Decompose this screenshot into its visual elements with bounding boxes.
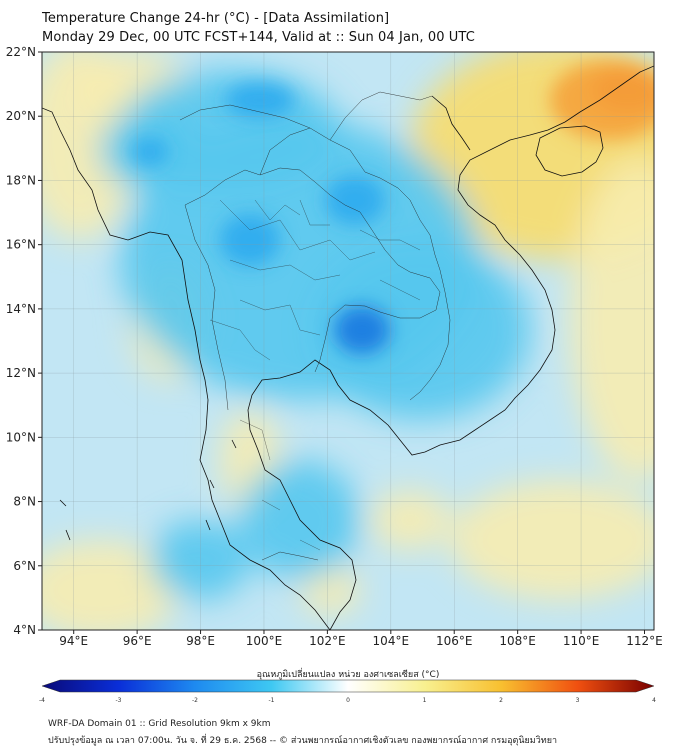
graticule xyxy=(42,52,654,630)
cool-core-thailand xyxy=(220,214,280,266)
cool-core-myanmar xyxy=(132,138,168,166)
lon-tick-label: 106°E xyxy=(436,634,473,648)
lon-tick-label: 110°E xyxy=(563,634,600,648)
border-thailand xyxy=(184,167,441,373)
lat-tick-label: 10°N xyxy=(6,430,36,444)
warm-core-orange xyxy=(550,60,654,140)
lat-tick-label: 18°N xyxy=(6,173,36,187)
lon-tick-label: 108°E xyxy=(499,634,536,648)
border-provinces xyxy=(209,199,421,551)
coastline-tonkin xyxy=(431,95,471,151)
cool-core-north xyxy=(225,82,295,118)
colorbar-tick-label: 3 xyxy=(576,697,580,704)
longitude-axis: 94°E 96°E 98°E 100°E 102°E 104°E 106°E 108°E 110… xyxy=(59,630,663,648)
border-cambodia-vietnam xyxy=(409,291,451,401)
border-laos xyxy=(259,127,446,293)
colorbar-tick-label: -4 xyxy=(39,697,45,704)
colorbar-tick-label: -3 xyxy=(116,697,122,704)
cool-core-laos xyxy=(325,175,385,225)
lon-tick-label: 104°E xyxy=(373,634,410,648)
chart-title: Temperature Change 24-hr (°C) - [Data As… xyxy=(42,11,390,26)
footer-model-info: WRF-DA Domain 01 :: Grid Resolution 9km … xyxy=(48,719,271,729)
colorbar-tick-label: 2 xyxy=(499,697,503,704)
lat-tick-label: 8°N xyxy=(13,495,36,509)
border-north xyxy=(179,91,433,141)
colorbar-gradient xyxy=(41,679,655,693)
colorbar-tick-label: -2 xyxy=(192,697,198,704)
cool-region-cambodia xyxy=(310,240,530,420)
lon-tick-label: 102°E xyxy=(309,634,346,648)
colorbar-ticks: -4 -3 -2 -1 0 1 2 3 4 xyxy=(39,697,656,704)
lat-tick-label: 16°N xyxy=(6,238,36,252)
warm-region-gulf xyxy=(370,490,450,550)
colorbar-tick-label: 1 xyxy=(423,697,427,704)
border-malaysia xyxy=(261,551,319,561)
coastline-islands xyxy=(59,439,237,541)
chart-subtitle: Monday 29 Dec, 00 UTC FCST+144, Valid at… xyxy=(42,30,475,45)
coastlines xyxy=(42,65,654,630)
cool-region-southwest xyxy=(150,520,250,600)
colorbar-tick-label: 0 xyxy=(346,697,350,704)
colorbar: อุณหภูมิเปลี่ยนแปลง หน่วย องศาเซลเซียส (… xyxy=(39,667,656,704)
lon-tick-label: 100°E xyxy=(246,634,283,648)
map-frame xyxy=(41,51,655,631)
warm-region-east xyxy=(570,160,654,480)
warm-region-southeast xyxy=(450,480,654,600)
temperature-field xyxy=(42,52,654,630)
lat-tick-label: 6°N xyxy=(13,559,36,573)
lat-tick-label: 14°N xyxy=(6,302,36,316)
lat-tick-label: 12°N xyxy=(6,366,36,380)
coastline-mainland xyxy=(42,65,654,630)
coastline-hainan xyxy=(535,125,604,177)
lat-tick-label: 20°N xyxy=(6,109,36,123)
lon-tick-label: 94°E xyxy=(59,634,88,648)
warm-region-southwest xyxy=(42,540,180,630)
cool-core-tonlesap xyxy=(334,306,390,354)
colorbar-tick-label: -1 xyxy=(269,697,275,704)
lon-tick-label: 112°E xyxy=(626,634,663,648)
latitude-axis: 22°N 20°N 18°N 16°N 14°N 12°N 10°N 8°N 6°N 4°N xyxy=(6,45,42,637)
lat-tick-label: 22°N xyxy=(6,45,36,59)
lon-tick-label: 98°E xyxy=(186,634,215,648)
colorbar-title: อุณหภูมิเปลี่ยนแปลง หน่วย องศาเซลเซียส (… xyxy=(257,667,440,680)
border-myanmar xyxy=(184,204,229,411)
lon-tick-label: 96°E xyxy=(123,634,152,648)
footer-update-info: ปรับปรุงข้อมูล ณ เวลา 07:00น. วัน จ. ที่… xyxy=(48,736,558,746)
lat-tick-label: 4°N xyxy=(13,623,36,637)
colorbar-tick-label: 4 xyxy=(652,697,656,704)
borders xyxy=(179,91,451,561)
